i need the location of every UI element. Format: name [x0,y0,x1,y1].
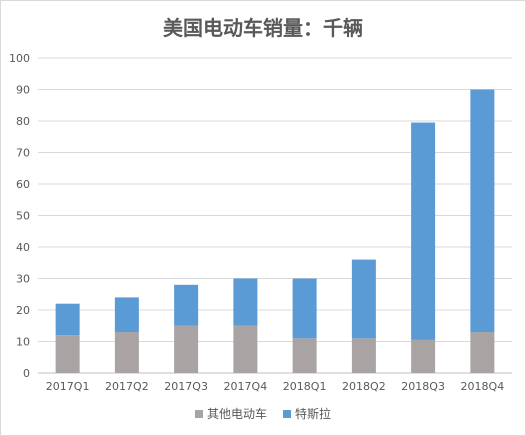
x-axis-ticks: 2017Q1 2017Q2 2017Q3 2017Q4 2018Q1 2018Q2 2018… [46,380,504,393]
y-axis-ticks: 0 10 20 30 40 50 60 70 80 90 100 [9,52,30,380]
x-tick-label: 2018Q3 [401,380,445,393]
x-tick-label: 2018Q1 [283,380,327,393]
bar-other-ev-2018Q3 [411,339,436,373]
y-tick-label: 90 [16,84,30,97]
bar-tesla-2017Q4 [233,278,258,326]
y-tick-label: 80 [16,115,30,128]
bar-other-ev-2017Q4 [233,325,258,373]
legend-item-tesla: 特斯拉 [283,405,331,422]
bar-other-ev-2018Q2 [351,338,376,373]
bar-other-ev-2018Q4 [470,332,495,373]
bar-other-ev-2017Q3 [174,325,199,373]
bar-tesla-2017Q2 [114,297,139,333]
legend-label-tesla: 特斯拉 [295,407,332,421]
bars [55,89,495,373]
legend-label-other-ev: 其他电动车 [206,407,267,421]
bar-tesla-2017Q3 [174,284,199,326]
bar-tesla-2018Q1 [292,278,317,339]
legend-swatch-other-ev [194,409,203,418]
chart-title: 美国电动车销量：千辆 [163,16,363,40]
y-tick-label: 0 [23,367,30,380]
x-tick-label: 2018Q4 [461,380,505,393]
y-tick-label: 50 [16,210,30,223]
gridlines [38,57,512,374]
legend-item-other-ev: 其他电动车 [194,405,267,422]
x-tick-label: 2017Q2 [105,380,149,393]
bar-tesla-2018Q2 [351,259,376,339]
y-tick-label: 60 [16,178,30,191]
bar-tesla-2018Q4 [470,89,495,333]
x-tick-label: 2017Q3 [164,380,208,393]
y-tick-label: 40 [16,241,30,254]
y-tick-label: 100 [9,52,30,65]
y-tick-label: 30 [16,273,30,286]
bar-other-ev-2018Q1 [292,338,317,373]
y-tick-label: 20 [16,304,30,317]
x-tick-label: 2017Q1 [46,380,90,393]
x-tick-label: 2017Q4 [224,380,268,393]
y-tick-label: 10 [16,336,30,349]
y-tick-label: 70 [16,147,30,160]
bar-tesla-2018Q3 [411,122,436,340]
x-tick-label: 2018Q2 [342,380,386,393]
bar-tesla-2017Q1 [55,303,80,336]
bar-other-ev-2017Q2 [114,332,139,373]
bar-other-ev-2017Q1 [55,335,80,373]
legend-swatch-tesla [283,409,291,418]
legend: 其他电动车 特斯拉 [0,405,526,422]
